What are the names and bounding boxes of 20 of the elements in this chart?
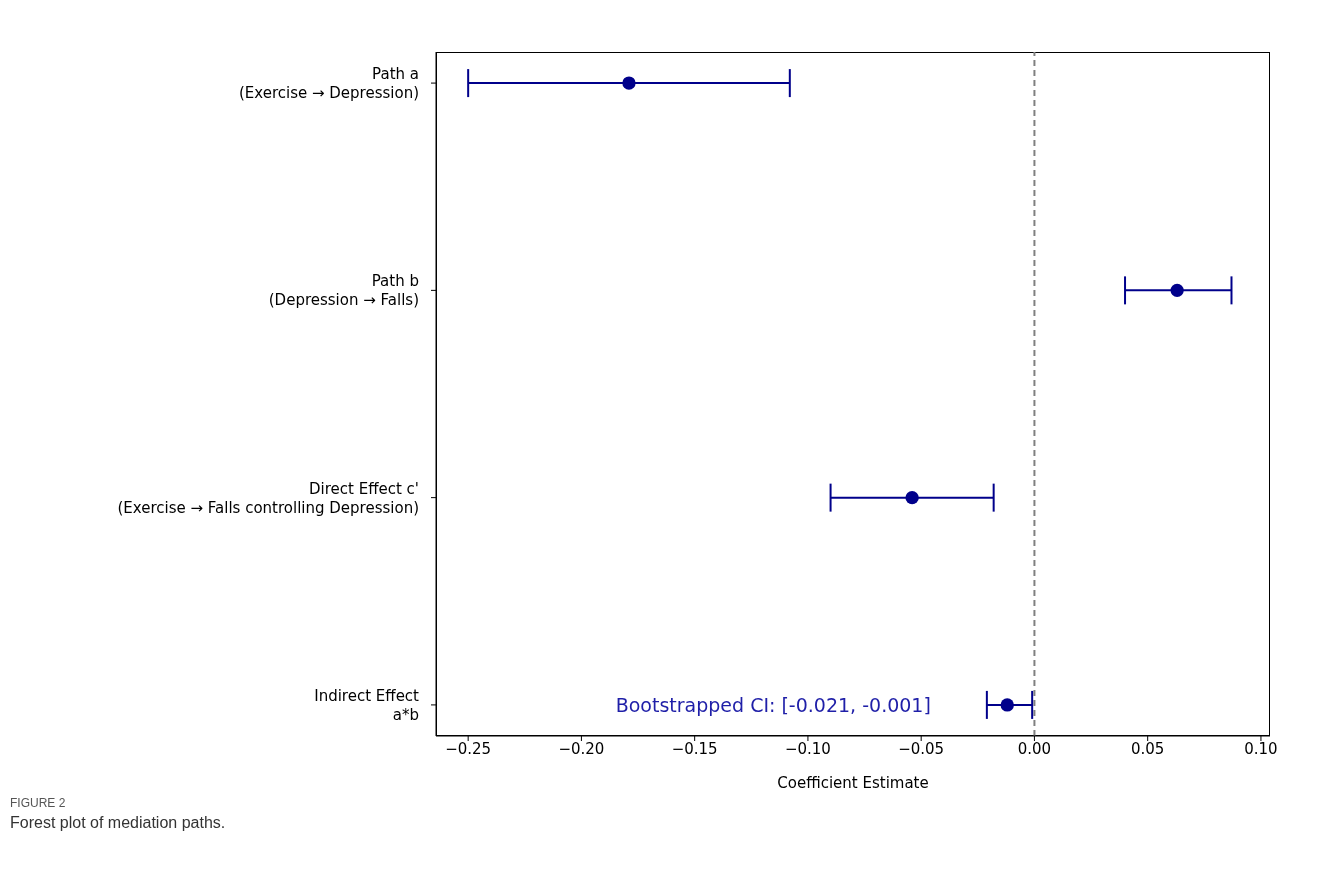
point [1170, 283, 1184, 298]
x-tick-label: 0.05 [1130, 739, 1165, 758]
x-tick-label: −0.25 [445, 739, 492, 758]
x-tick-label: −0.05 [898, 739, 945, 758]
x-tick-label: −0.20 [558, 739, 605, 758]
point [905, 490, 919, 505]
x-tick-label: 0.10 [1244, 739, 1278, 758]
x-tick-label: −0.10 [784, 739, 831, 758]
x-tick-label: −0.15 [671, 739, 718, 758]
y-tick-label: Direct Effect c' (Exercise → Falls controlling Depression) [117, 479, 419, 517]
y-tick-label: Path a (Exercise → Depression) [238, 65, 419, 103]
x-axis-title: Coefficient Estimate [777, 774, 929, 792]
point [1000, 698, 1014, 712]
y-tick-label: Indirect Effect a*b [314, 686, 420, 724]
text: Forest plot of mediation paths. [10, 814, 227, 832]
y-tick-label: Path b (Depression → Falls) [268, 272, 419, 310]
point [622, 76, 636, 90]
caption: FIGURE 2 [10, 796, 67, 810]
x-tick-label: 0.00 [1017, 739, 1052, 758]
annotation: Bootstrapped CI: [-0.021, -0.001] [615, 693, 931, 716]
